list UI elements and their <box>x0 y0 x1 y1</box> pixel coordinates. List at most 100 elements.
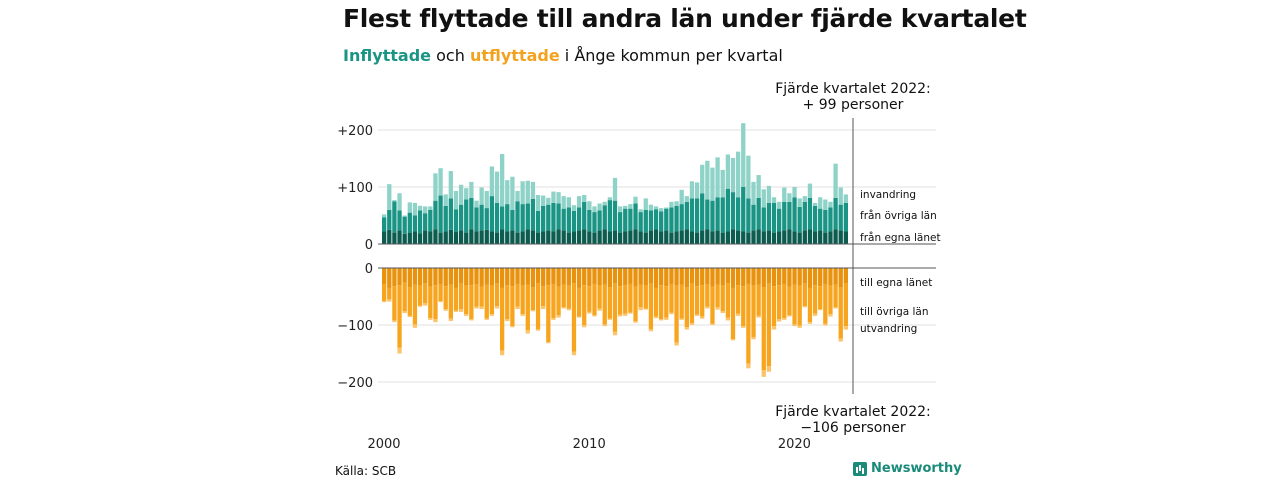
bar-in-fran-egna-lanet <box>843 231 848 244</box>
bar-in-fran-ovriga-lan <box>612 200 618 231</box>
bar-out-till-egna-lanet <box>479 268 484 287</box>
bar-in-invandring <box>612 177 618 201</box>
bar-out-till-egna-lanet <box>694 268 700 287</box>
bar-out-till-egna-lanet <box>520 268 525 286</box>
bar-out-utvandring <box>792 324 797 327</box>
bar-in-fran-egna-lanet <box>700 230 705 244</box>
bar-out-utvandring <box>458 309 464 312</box>
bar-in-fran-egna-lanet <box>464 232 469 244</box>
annotation-bottom-line2: −106 personer <box>800 420 906 436</box>
bar-in-fran-egna-lanet <box>530 230 536 244</box>
bar-out-till-egna-lanet <box>684 268 689 288</box>
bar-out-till-egna-lanet <box>602 268 607 285</box>
bar-out-till-egna-lanet <box>515 268 520 284</box>
bar-out-till-egna-lanet <box>741 268 746 287</box>
bar-out-utvandring <box>741 326 746 328</box>
bar-out-till-egna-lanet <box>592 268 597 284</box>
bar-in-fran-ovriga-lan <box>797 206 802 233</box>
bar-out-utvandring <box>510 326 515 328</box>
bar-out-utvandring <box>715 307 720 310</box>
bar-out-till-egna-lanet <box>433 268 438 286</box>
bar-out-till-ovriga-lan <box>638 284 643 308</box>
bar-in-fran-ovriga-lan <box>433 200 438 230</box>
bar-in-fran-egna-lanet <box>407 232 412 244</box>
bar-in-invandring <box>417 205 423 211</box>
bar-out-till-egna-lanet <box>587 268 592 287</box>
bar-out-till-ovriga-lan <box>469 285 474 320</box>
bar-in-fran-egna-lanet <box>607 231 613 244</box>
bar-out-till-egna-lanet <box>612 268 618 284</box>
bar-out-till-ovriga-lan <box>489 285 495 315</box>
bar-out-utvandring <box>525 330 530 334</box>
bar-in-fran-egna-lanet <box>623 231 628 244</box>
bar-out-utvandring <box>700 316 705 319</box>
bar-in-fran-egna-lanet <box>766 230 772 244</box>
bar-out-utvandring <box>797 325 802 328</box>
bar-in-invandring <box>623 205 628 209</box>
bar-in-invandring <box>802 196 807 202</box>
bar-out-till-egna-lanet <box>633 268 638 287</box>
bar-in-fran-egna-lanet <box>402 233 407 244</box>
bar-in-fran-ovriga-lan <box>730 192 736 230</box>
bar-out-till-egna-lanet <box>530 268 536 288</box>
bar-out-till-ovriga-lan <box>705 283 710 307</box>
bar-out-utvandring <box>556 315 561 318</box>
bar-out-till-egna-lanet <box>448 268 453 285</box>
bar-out-till-egna-lanet <box>802 268 807 284</box>
bar-in-invandring <box>520 181 525 205</box>
bar-out-utvandring <box>812 313 818 316</box>
bar-out-till-egna-lanet <box>489 268 495 286</box>
bar-out-till-egna-lanet <box>525 268 530 285</box>
bar-in-fran-ovriga-lan <box>818 208 823 231</box>
bar-in-fran-egna-lanet <box>628 230 633 244</box>
annotation-top-line2: + 99 personer <box>803 97 904 113</box>
bar-out-till-ovriga-lan <box>653 287 659 317</box>
bar-out-till-ovriga-lan <box>520 285 525 315</box>
bar-in-invandring <box>515 190 520 202</box>
bar-out-till-ovriga-lan <box>541 286 546 307</box>
series-label-out: till egna länet <box>860 277 932 289</box>
bar-in-fran-ovriga-lan <box>571 210 577 232</box>
bar-out-till-egna-lanet <box>469 268 474 286</box>
bar-in-invandring <box>474 200 479 208</box>
bar-in-fran-ovriga-lan <box>474 207 479 232</box>
bar-in-invandring <box>607 197 613 201</box>
bar-in-invandring <box>546 197 551 205</box>
bar-out-till-ovriga-lan <box>669 283 674 313</box>
bar-out-till-ovriga-lan <box>777 285 782 320</box>
bar-out-utvandring <box>438 301 443 303</box>
bar-in-fran-egna-lanet <box>494 232 500 244</box>
bar-in-invandring <box>674 201 679 206</box>
bar-out-utvandring <box>694 314 700 316</box>
bar-in-invandring <box>412 202 418 216</box>
bar-in-fran-ovriga-lan <box>777 208 782 232</box>
bar-in-fran-ovriga-lan <box>807 197 813 230</box>
bar-out-till-ovriga-lan <box>643 285 648 309</box>
bar-out-till-ovriga-lan <box>664 286 669 318</box>
bar-out-till-egna-lanet <box>387 268 392 288</box>
bar-out-till-ovriga-lan <box>607 287 613 319</box>
bar-in-invandring <box>812 202 818 206</box>
bar-in-fran-ovriga-lan <box>402 216 407 234</box>
bar-in-fran-egna-lanet <box>438 232 443 244</box>
bar-in-invandring <box>679 189 684 205</box>
bar-in-fran-egna-lanet <box>710 231 715 244</box>
bar-in-fran-egna-lanet <box>592 232 597 244</box>
bar-in-fran-ovriga-lan <box>617 212 623 233</box>
bar-in-fran-egna-lanet <box>756 229 761 244</box>
bar-in-fran-ovriga-lan <box>828 207 833 232</box>
bar-in-fran-egna-lanet <box>684 229 689 244</box>
bar-out-utvandring <box>705 306 710 309</box>
bar-out-till-ovriga-lan <box>761 287 766 371</box>
bar-out-utvandring <box>530 310 536 312</box>
bar-out-till-egna-lanet <box>700 268 705 286</box>
bar-out-till-ovriga-lan <box>464 285 469 315</box>
bar-out-utvandring <box>571 351 577 356</box>
bar-in-fran-egna-lanet <box>674 231 679 244</box>
bar-in-fran-egna-lanet <box>617 232 623 244</box>
bar-out-utvandring <box>684 327 689 330</box>
bar-out-till-egna-lanet <box>730 268 736 288</box>
bar-out-till-egna-lanet <box>787 268 792 287</box>
bar-out-till-egna-lanet <box>771 268 777 287</box>
bar-out-till-ovriga-lan <box>787 286 792 316</box>
